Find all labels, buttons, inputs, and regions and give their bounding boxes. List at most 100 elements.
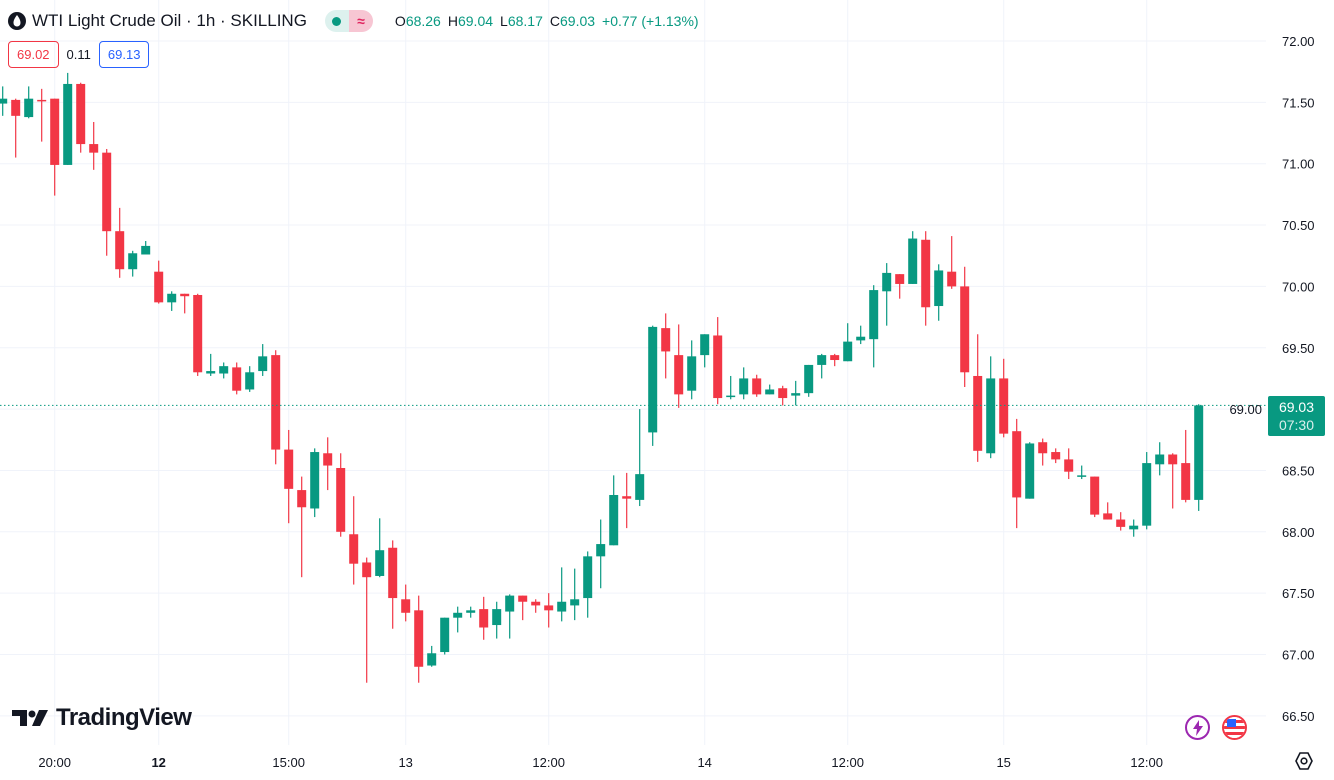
candle-down (999, 358, 1009, 438)
candle-body (0, 98, 8, 104)
candle-up (453, 606, 463, 633)
candle-body (492, 609, 502, 626)
candle-up (765, 384, 775, 395)
candle-down (336, 453, 346, 537)
time-tick-label: 15 (996, 755, 1010, 770)
time-axis[interactable]: 20:00 12 15:00 13 12:00 14 12:00 15 12:00 (38, 755, 1163, 770)
candle-up (63, 72, 73, 165)
status-pill[interactable]: ≈ (324, 10, 373, 32)
candle-body (882, 272, 892, 292)
candle-down (1168, 453, 1178, 509)
candle-down (921, 231, 931, 326)
price-tick-label: 72.00 (1282, 34, 1315, 49)
market-open-icon (324, 10, 349, 32)
candle-body (50, 98, 60, 165)
candle-body (1064, 459, 1074, 472)
candle-down (830, 353, 840, 367)
candle-up (466, 606, 476, 618)
candle-down (362, 557, 372, 683)
price-tick-label: 69.50 (1282, 341, 1315, 356)
candle-body (947, 271, 957, 287)
candle-up (687, 340, 697, 400)
candle-down (349, 496, 359, 585)
candle-down (1051, 448, 1061, 464)
candle-up (492, 601, 502, 639)
candle-body (518, 595, 528, 602)
price-tick-label: 70.00 (1282, 279, 1315, 294)
candle-body (206, 371, 216, 374)
candle-body (115, 231, 125, 270)
candle-body (1194, 405, 1204, 500)
candle-up (1129, 519, 1139, 537)
candle-body (102, 152, 112, 232)
candle-down (284, 429, 294, 524)
candle-body (180, 293, 190, 297)
bid-ask-panel: 69.02 0.11 69.13 (8, 41, 150, 68)
last-price-value: 69.03 (1278, 399, 1315, 415)
candle-down (401, 584, 411, 622)
candle-up (206, 353, 216, 376)
candle-down (518, 595, 528, 621)
candle-body (934, 270, 944, 307)
candle-down (50, 98, 60, 196)
candle-body (843, 341, 853, 362)
candle-body (37, 99, 47, 102)
time-tick-label: 13 (398, 755, 412, 770)
candle-body (609, 494, 619, 546)
candle-down (388, 540, 398, 629)
time-tick-label: 20:00 (38, 755, 71, 770)
ohlc-open: O68.26 (394, 13, 441, 29)
candle-up (869, 285, 879, 368)
candle-up (1194, 404, 1204, 511)
buy-price-button[interactable]: 69.13 (98, 41, 150, 68)
candle-down (713, 317, 723, 405)
candle-up (375, 518, 385, 578)
us-flag-icon[interactable] (1222, 715, 1247, 740)
candle-up (440, 617, 450, 655)
candle-down (89, 121, 99, 170)
candle-body (323, 453, 333, 466)
candle-up (986, 356, 996, 459)
price-tick-label: 68.00 (1282, 525, 1315, 540)
tradingview-logo[interactable]: TradingView (12, 704, 192, 732)
lightning-icon[interactable] (1185, 715, 1210, 740)
time-tick-label: 14 (697, 755, 711, 770)
logo-text: TradingView (56, 704, 192, 731)
sell-price-button[interactable]: 69.02 (8, 41, 59, 68)
ohlc-values: O68.26 H69.04 L68.17 C69.03 +0.77 (+1.13… (395, 13, 699, 29)
candle-body (895, 274, 905, 284)
candle-body (726, 395, 736, 398)
candle-up (557, 567, 567, 622)
candle-down (115, 207, 125, 278)
candle-up (245, 366, 255, 392)
price-tick-label: 67.50 (1282, 586, 1315, 601)
candle-up (908, 231, 918, 284)
last-price-label: 69.03 07:30 (1268, 396, 1325, 436)
candle-body (362, 562, 372, 578)
candle-up (128, 250, 138, 277)
oil-drop-icon (8, 12, 26, 30)
price-tick-label: 71.00 (1282, 157, 1315, 172)
candle-up (583, 551, 593, 618)
candle-body (804, 364, 814, 394)
candle-body (414, 610, 424, 667)
candle-down (973, 334, 983, 462)
candle-body (388, 547, 398, 599)
settings-icon[interactable] (1294, 751, 1314, 771)
price-axis[interactable]: 72.00 71.50 71.00 70.50 70.00 69.50 69.00 68.50… (1229, 34, 1314, 724)
candle-body (401, 599, 411, 613)
candle-body (700, 334, 710, 356)
candle-up (1155, 442, 1165, 476)
candle-body (817, 355, 827, 365)
candle-up (505, 594, 515, 639)
price-tick-label: 67.00 (1282, 648, 1315, 663)
candle-up (427, 645, 437, 667)
price-tick-label: 68.50 (1282, 463, 1315, 478)
candle-down (232, 362, 242, 395)
candle-up (167, 291, 177, 311)
candle-body (1038, 442, 1048, 454)
ohlc-low: L68.17 (500, 13, 543, 29)
symbol-title[interactable]: WTI Light Crude Oil · 1h · SKILLING (32, 11, 307, 30)
candle-down (778, 385, 788, 406)
